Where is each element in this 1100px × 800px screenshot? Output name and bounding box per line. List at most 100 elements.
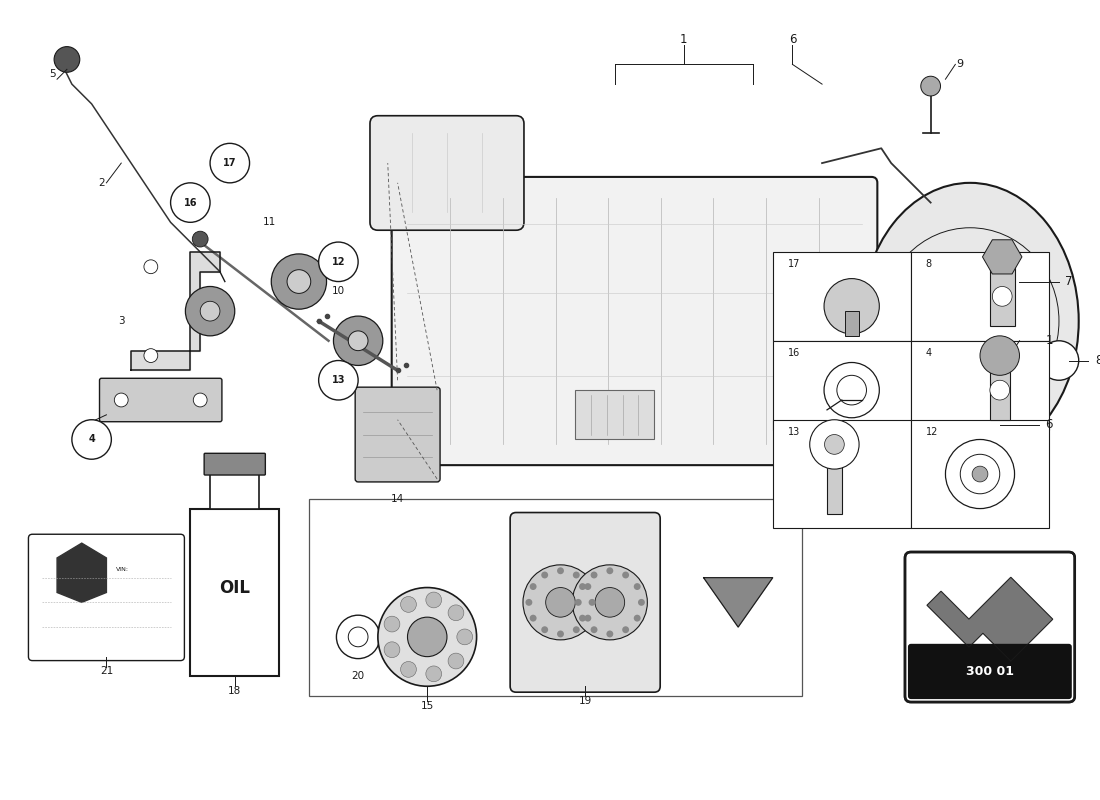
Text: 13: 13: [788, 426, 800, 437]
Circle shape: [349, 627, 368, 646]
Bar: [772, 420, 911, 528]
Circle shape: [1004, 277, 1014, 286]
Circle shape: [546, 587, 575, 617]
Bar: [210, 469, 260, 509]
Circle shape: [824, 278, 879, 334]
Circle shape: [557, 630, 564, 638]
Circle shape: [272, 254, 327, 309]
FancyBboxPatch shape: [205, 454, 265, 475]
Text: 6: 6: [1045, 418, 1053, 431]
Circle shape: [573, 626, 580, 633]
FancyBboxPatch shape: [99, 378, 222, 422]
Circle shape: [972, 466, 988, 482]
Text: OIL: OIL: [219, 578, 250, 597]
Circle shape: [573, 571, 580, 578]
Polygon shape: [927, 578, 1053, 661]
Circle shape: [634, 583, 640, 590]
Circle shape: [54, 46, 80, 72]
Text: 3: 3: [118, 316, 124, 326]
Text: VIN:: VIN:: [117, 567, 130, 572]
Bar: [190, 509, 279, 676]
Circle shape: [960, 454, 1000, 494]
Circle shape: [144, 349, 157, 362]
FancyBboxPatch shape: [510, 513, 660, 692]
Circle shape: [144, 260, 157, 274]
Circle shape: [530, 583, 537, 590]
Ellipse shape: [861, 183, 1079, 459]
Bar: [911, 252, 1049, 341]
Circle shape: [194, 393, 207, 407]
Bar: [309, 498, 802, 696]
Circle shape: [426, 666, 441, 682]
Bar: [911, 341, 1049, 430]
Text: 6: 6: [789, 34, 796, 46]
Circle shape: [595, 587, 625, 617]
Circle shape: [384, 642, 400, 658]
FancyBboxPatch shape: [355, 387, 440, 482]
Circle shape: [825, 434, 845, 454]
Polygon shape: [704, 578, 772, 627]
Text: 9: 9: [957, 59, 964, 70]
Circle shape: [588, 599, 595, 606]
Circle shape: [186, 286, 234, 336]
Polygon shape: [57, 543, 107, 602]
Circle shape: [579, 583, 586, 590]
Circle shape: [575, 599, 582, 606]
Bar: [827, 454, 842, 514]
Circle shape: [400, 597, 417, 612]
Text: 20: 20: [352, 671, 365, 682]
Circle shape: [400, 662, 417, 678]
Circle shape: [824, 362, 879, 418]
Circle shape: [378, 587, 476, 686]
Text: 12: 12: [331, 257, 345, 267]
Text: 17: 17: [788, 258, 800, 269]
Circle shape: [634, 614, 640, 622]
Circle shape: [522, 565, 598, 640]
Text: 15: 15: [420, 701, 433, 711]
Text: 5: 5: [48, 70, 55, 79]
Circle shape: [606, 567, 614, 574]
Text: 7: 7: [1065, 275, 1072, 288]
Circle shape: [921, 76, 940, 96]
Text: 10: 10: [332, 286, 345, 297]
Text: 17: 17: [223, 158, 236, 168]
Circle shape: [448, 653, 464, 669]
Text: 12: 12: [926, 426, 938, 437]
Circle shape: [990, 380, 1010, 400]
Text: eurospares: eurospares: [443, 359, 707, 402]
Circle shape: [349, 331, 368, 350]
Text: 2015: 2015: [838, 274, 944, 328]
FancyBboxPatch shape: [392, 177, 878, 465]
Text: 4: 4: [88, 434, 95, 445]
Circle shape: [456, 629, 473, 645]
Circle shape: [384, 616, 400, 632]
Text: 18: 18: [228, 686, 241, 696]
Circle shape: [992, 286, 1012, 306]
Circle shape: [200, 302, 220, 321]
Text: 1: 1: [680, 34, 688, 46]
Circle shape: [319, 242, 359, 282]
Circle shape: [810, 420, 859, 469]
Circle shape: [606, 630, 614, 638]
Circle shape: [557, 567, 564, 574]
Circle shape: [530, 614, 537, 622]
Text: 2: 2: [98, 178, 104, 188]
Circle shape: [584, 614, 592, 622]
Text: 19: 19: [579, 696, 592, 706]
Bar: [1000, 274, 1030, 290]
Text: 300 01: 300 01: [966, 665, 1014, 678]
Text: 13: 13: [331, 375, 345, 386]
Circle shape: [837, 375, 867, 405]
Circle shape: [287, 270, 311, 294]
Text: 1: 1: [1045, 334, 1053, 347]
Bar: [575, 390, 654, 439]
Bar: [911, 420, 1049, 528]
Circle shape: [623, 571, 629, 578]
Circle shape: [541, 626, 548, 633]
Circle shape: [946, 439, 1014, 509]
Circle shape: [407, 617, 447, 657]
FancyBboxPatch shape: [908, 644, 1071, 699]
Circle shape: [948, 299, 992, 342]
Bar: [772, 341, 911, 430]
Circle shape: [638, 599, 645, 606]
